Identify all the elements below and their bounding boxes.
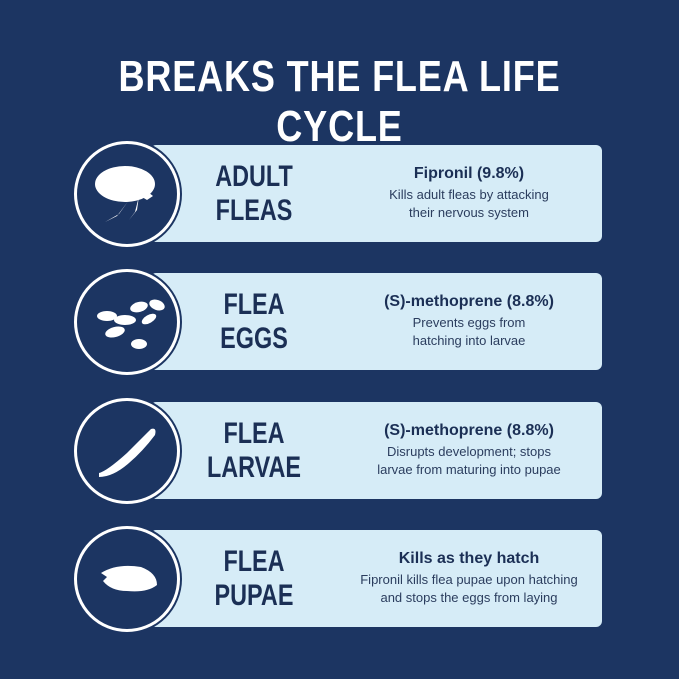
stage-row-adult-fleas: ADULT FLEAS Fipronil (9.8%) Kills adult fl… [72, 141, 604, 247]
stage-row-flea-larvae: FLEA LARVAE (S)-methoprene (8.8%) Disrupts… [72, 398, 604, 504]
stage-label: FLEA LARVAE [206, 416, 302, 484]
flea-larva-icon [74, 398, 180, 504]
stage-card [150, 273, 602, 370]
stage-card [150, 145, 602, 242]
stage-label: FLEA EGGS [220, 287, 288, 355]
flea-pupa-icon [74, 526, 180, 632]
stage-card [150, 530, 602, 627]
stage-card [150, 402, 602, 499]
stage-info: (S)-methoprene (8.8%) Disrupts developmen… [377, 422, 561, 477]
stage-label: ADULT FLEAS [215, 159, 293, 227]
stage-row-flea-pupae: FLEA PUPAE Kills as they hatch Fipronil ki… [72, 526, 604, 632]
stage-row-flea-eggs: FLEA EGGS (S)-methoprene (8.8%) Prevents e… [72, 269, 604, 375]
adult-flea-icon [74, 141, 180, 247]
page-title: BREAKS THE FLEA LIFE CYCLE [118, 52, 561, 151]
flea-eggs-icon [74, 269, 180, 375]
stage-label: FLEA PUPAE [214, 544, 294, 612]
stage-info: Kills as they hatch Fipronil kills flea p… [360, 550, 578, 605]
stage-info: Fipronil (9.8%) Kills adult fleas by atta… [389, 165, 549, 220]
stage-info: (S)-methoprene (8.8%) Prevents eggs from h… [384, 293, 554, 348]
